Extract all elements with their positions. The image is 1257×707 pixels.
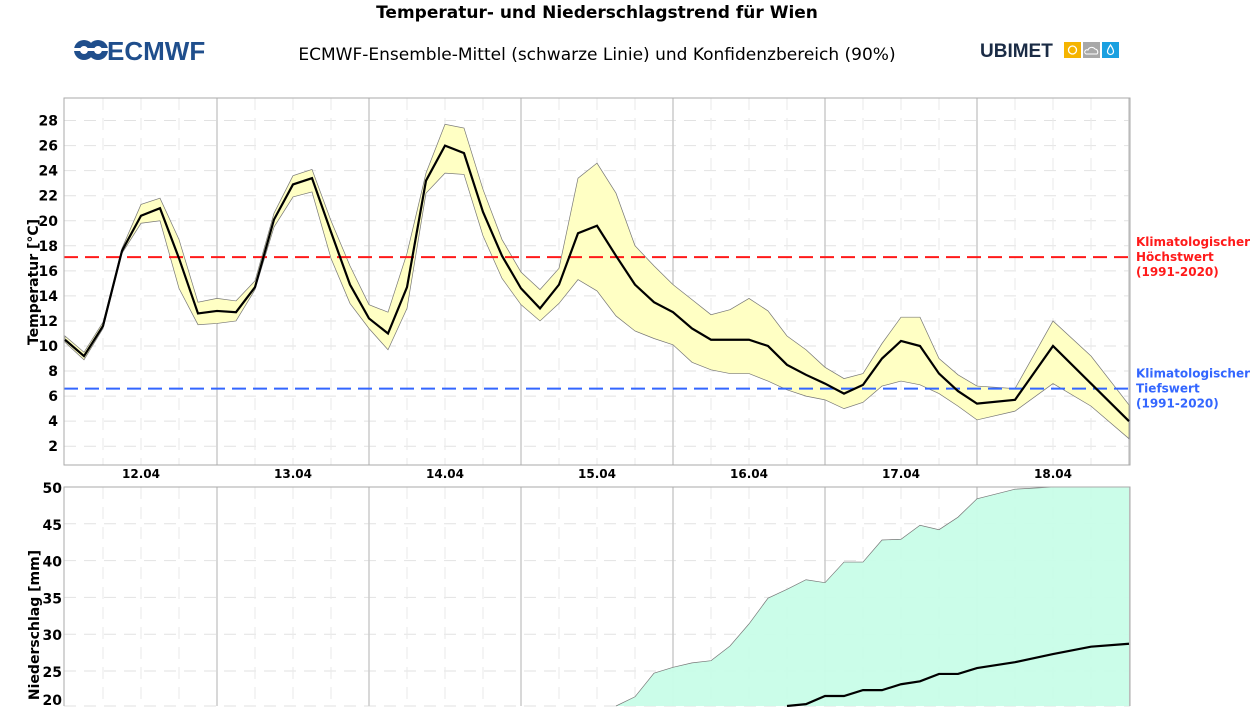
x-tick-label: 13.04 bbox=[274, 467, 312, 481]
y-tick-label: 14 bbox=[39, 289, 59, 305]
y-axis-label: Temperatur [°C] bbox=[26, 219, 42, 345]
y-tick-label: 28 bbox=[39, 114, 58, 130]
x-tick-label: 12.04 bbox=[122, 467, 160, 481]
y-tick-label: 6 bbox=[48, 389, 58, 405]
y-tick-label: 2 bbox=[48, 439, 58, 455]
y-tick-label: 4 bbox=[48, 414, 58, 430]
x-tick-label: 16.04 bbox=[730, 467, 768, 481]
precipitation-panel: 20 25 30 35 40 45 50 Niederschlag [mm] bbox=[27, 481, 1131, 707]
precipitation-mean-line bbox=[786, 642, 1130, 707]
precipitation-plot-area bbox=[615, 487, 1130, 707]
temperature-mean-line bbox=[64, 144, 1130, 422]
y-tick-label: 24 bbox=[39, 164, 59, 180]
y-tick-label: 50 bbox=[43, 481, 63, 497]
y-tick-label: 26 bbox=[39, 139, 58, 155]
temperature-plot-area bbox=[64, 123, 1130, 440]
sun-icon bbox=[1064, 42, 1081, 58]
climatological-min-label: Tiefswert bbox=[1136, 382, 1200, 396]
chart-title: Temperatur- und Niederschlagstrend für W… bbox=[376, 3, 818, 23]
climatological-min-label: (1991-2020) bbox=[1136, 397, 1219, 411]
y-tick-label: 30 bbox=[43, 628, 63, 644]
ecmwf-emblem-icon bbox=[74, 40, 108, 60]
precipitation-confidence-band bbox=[616, 487, 1129, 706]
y-tick-label: 8 bbox=[48, 364, 58, 380]
y-tick-label: 35 bbox=[43, 591, 62, 607]
x-tick-label: 14.04 bbox=[426, 467, 464, 481]
ubimet-logo: UBIMET bbox=[980, 41, 1119, 62]
temperature-confidence-band bbox=[64, 123, 1130, 440]
y-tick-label: 20 bbox=[39, 214, 59, 230]
y-tick-label: 40 bbox=[43, 555, 63, 571]
x-tick-label: 17.04 bbox=[882, 467, 920, 481]
precipitation-band-edge bbox=[615, 487, 1129, 707]
temperature-panel: KlimatologischerHöchstwert(1991-2020)Kli… bbox=[26, 97, 1250, 481]
y-tick-label: 18 bbox=[39, 239, 58, 255]
y-tick-label: 12 bbox=[39, 314, 58, 330]
y-tick-label: 16 bbox=[39, 264, 58, 280]
raindrop-icon bbox=[1102, 42, 1119, 58]
ecmwf-logo-text: ECMWF bbox=[107, 36, 205, 66]
ecmwf-logo: ECMWF bbox=[74, 36, 205, 66]
temperature-plot-frame bbox=[63, 97, 1131, 466]
y-tick-label: 22 bbox=[39, 189, 58, 205]
y-tick-label: 25 bbox=[43, 665, 62, 681]
climatological-max-label: Klimatologischer bbox=[1136, 235, 1250, 249]
climatological-max-label: Höchstwert bbox=[1136, 250, 1214, 264]
y-tick-label: 45 bbox=[43, 518, 62, 534]
precipitation-plot-frame bbox=[63, 486, 1131, 706]
gridlines bbox=[64, 98, 1130, 465]
x-tick-label: 18.04 bbox=[1034, 467, 1072, 481]
y-axis-label: Niederschlag [mm] bbox=[27, 550, 43, 700]
chart-subtitle: ECMWF-Ensemble-Mittel (schwarze Linie) u… bbox=[298, 45, 895, 65]
y-tick-label: 20 bbox=[43, 693, 63, 707]
climatological-min-label: Klimatologischer bbox=[1136, 367, 1250, 381]
ubimet-logo-text: UBIMET bbox=[980, 41, 1053, 62]
y-tick-label: 10 bbox=[39, 339, 59, 355]
x-tick-label: 15.04 bbox=[578, 467, 616, 481]
climatological-max-label: (1991-2020) bbox=[1136, 265, 1219, 279]
